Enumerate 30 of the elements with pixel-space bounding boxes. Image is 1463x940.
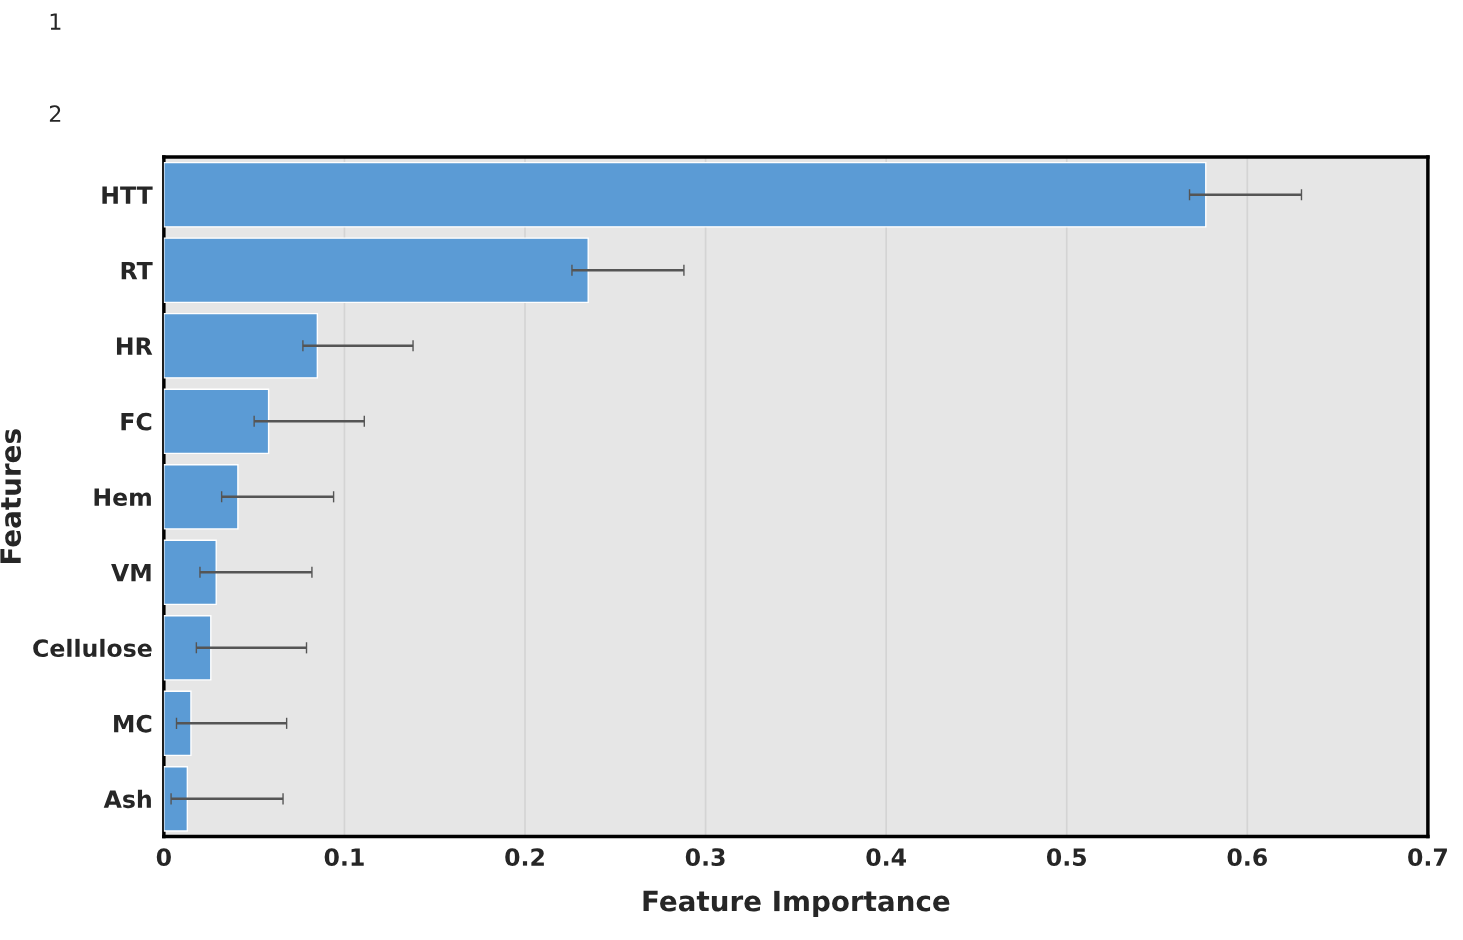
y-tick-label: FC [121, 412, 152, 431]
text: 1 [50, 13, 61, 30]
y-tick-label: HR [116, 337, 153, 355]
bar [163, 312, 319, 379]
x-axis-title: Feature Importance [643, 890, 950, 917]
bar [163, 615, 212, 681]
y-tick-label: RT [121, 262, 153, 280]
x-tick-label: 0.6 [1227, 848, 1267, 866]
bar [163, 237, 589, 304]
x-tick-label: 0.7 [1408, 848, 1447, 866]
text: 2 [49, 105, 61, 122]
y-tick-label: HTT [102, 186, 153, 204]
y-tick-label: Cellulose [33, 638, 152, 658]
bar [163, 161, 1207, 228]
x-tick-label: 0.5 [1046, 848, 1086, 866]
x-tick-label: 0.4 [866, 848, 906, 866]
bar [163, 690, 192, 757]
x-tick-label: 0.2 [505, 848, 544, 866]
bar [163, 464, 239, 530]
x-tick-label: 0.1 [324, 848, 364, 866]
y-tick-label: VM [111, 564, 151, 582]
x-tick-label: 0 [156, 848, 171, 866]
y-tick-label: MC [114, 714, 152, 733]
bar [163, 388, 270, 455]
y-axis-title: Features [0, 429, 22, 564]
bar [163, 539, 217, 606]
y-tick-label: Ash [103, 789, 151, 809]
x-tick-label: 0.3 [685, 848, 725, 866]
y-tick-label: Hem [94, 488, 151, 507]
bar [163, 766, 189, 832]
